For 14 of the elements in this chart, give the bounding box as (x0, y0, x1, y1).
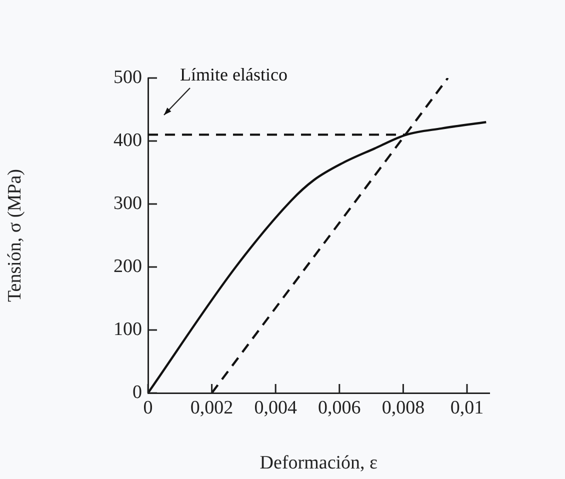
annotation: Límite elástico (180, 64, 288, 85)
x-tick-label: 0,004 (254, 397, 298, 418)
x-tick-label: 0,002 (190, 397, 234, 418)
y-tick-label: 500 (114, 66, 142, 88)
y-tick-label: 200 (114, 256, 142, 277)
x-axis-title: Deformación, ε (260, 452, 378, 474)
x-tick-label: 0,01 (450, 397, 484, 418)
x-tick-label: 0,006 (318, 397, 361, 418)
x-tick-label: 0,008 (382, 397, 425, 418)
y-tick-label: 0 (132, 382, 142, 403)
y-tick-label: 100 (114, 318, 142, 340)
y-axis-title: Tensión, σ (MPa) (4, 169, 26, 302)
y-tick-label: 300 (114, 192, 142, 214)
y-tick-label: 400 (114, 130, 142, 151)
